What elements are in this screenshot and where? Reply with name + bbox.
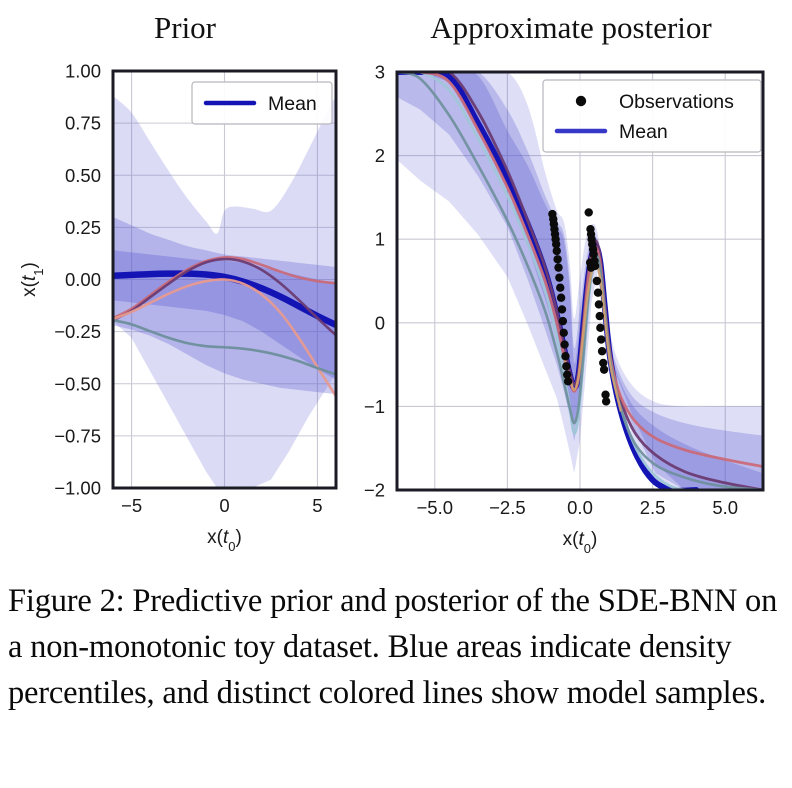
observation-dot (554, 263, 563, 272)
x-tick-label: 5.0 (712, 497, 738, 518)
legend-posterior: Observations Mean (542, 79, 762, 153)
x-tick-label: 5 (312, 495, 322, 516)
y-tick-label: −0.50 (54, 373, 101, 394)
y-tick-label: 1 (375, 229, 385, 250)
panel-title-posterior: Approximate posterior (430, 10, 712, 45)
observation-dot (556, 293, 566, 302)
observation-dot (560, 340, 569, 349)
prior-plot: −5 0 5 −1.00 −0.75 −0.50 −0.25 0.00 0.25 0.50 0.75… (19, 61, 338, 554)
y-tick-label: 1.00 (65, 61, 101, 82)
density-band-mid-percentile (397, 72, 763, 490)
legend-label: Mean (619, 121, 668, 143)
observation-dot (599, 358, 608, 368)
x-tick-label: 0 (219, 495, 229, 516)
observation-dot (551, 240, 561, 249)
observation-dot (601, 397, 611, 406)
y-tick-label: −0.25 (54, 321, 101, 342)
panel-title-prior: Prior (154, 10, 216, 45)
y-tick-label: 0.00 (65, 269, 101, 290)
observation-dot (601, 390, 610, 399)
observation-dot (584, 208, 593, 217)
legend-box (542, 79, 762, 153)
sample-curve-sample-teal (397, 72, 763, 490)
y-tick-label: 0.75 (65, 113, 101, 134)
axes-frame (395, 70, 765, 492)
observation-dot (559, 328, 568, 338)
observation-dot (552, 246, 561, 256)
panel-posterior: Approximate posterior −5.0 −2.5 0.0 2.5 5.0−… (350, 0, 792, 570)
observation-dot (597, 335, 606, 344)
observation-dot (555, 273, 564, 282)
observation-dot (563, 377, 573, 386)
y-axis-title: x(t1) (19, 262, 46, 297)
observation-dot (589, 250, 598, 259)
observation-dot (557, 305, 567, 314)
x-axis-title: x(t0) (563, 529, 598, 556)
observation-dot (592, 276, 602, 286)
y-tick-label: 3 (375, 62, 385, 83)
x-tick-label: −2.5 (489, 497, 526, 518)
observation-dot (561, 352, 570, 361)
sample-curve-sample-4 (113, 318, 336, 376)
observation-dot (553, 255, 562, 264)
panel-prior: Prior −5 0 5 −1.00 −0.75 −0.50 −0.25 0.00 0.25 0.… (0, 0, 370, 570)
figure-panels: Prior −5 0 5 −1.00 −0.75 −0.50 −0.25 0.00 0.25 0.… (0, 0, 792, 570)
observation-dot (599, 365, 609, 374)
observation-dot (595, 311, 604, 321)
observation-dot (594, 300, 604, 309)
observation-dot (563, 370, 572, 379)
y-tick-label: 2 (375, 145, 385, 166)
density-band-outer-percentile (113, 96, 336, 488)
x-tick-label: −5 (121, 495, 142, 516)
mean-curve (113, 270, 336, 329)
observation-dot (562, 362, 571, 371)
observation-dot (590, 261, 600, 271)
y-tick-label: 0.50 (65, 165, 101, 186)
sample-curve-sample-3 (113, 278, 336, 398)
density-band-outer-percentile-left (397, 72, 763, 490)
axes-frame (111, 69, 338, 490)
y-tick-label: −1 (364, 396, 385, 417)
y-tick-label: 0 (375, 312, 385, 333)
density-band-mid-percentile (113, 216, 336, 395)
legend-label: Observations (619, 91, 734, 113)
x-tick-label: 2.5 (640, 497, 666, 518)
x-axis-title: x(t0) (207, 527, 242, 554)
posterior-plot: −5.0 −2.5 0.0 2.5 5.0 −2 −1 0 1 2 3 x(t0) Observatio… (364, 62, 765, 556)
legend-prior: Mean (191, 81, 333, 125)
x-tick-label: 0.0 (567, 497, 593, 518)
sample-curve-sample-1 (113, 256, 336, 320)
observation-dot (596, 323, 605, 333)
sample-curve-sample-2 (113, 257, 336, 337)
observation-points (548, 208, 611, 406)
y-tick-label: −1.00 (54, 478, 101, 499)
x-tick-label: −5.0 (416, 497, 453, 518)
observation-dot (593, 288, 603, 297)
sample-curve-sample-tan (562, 262, 622, 412)
observation-dot (556, 283, 565, 292)
y-tick-label: −0.75 (54, 425, 101, 446)
observation-dot (597, 347, 607, 356)
legend-box (191, 81, 333, 125)
y-tick-label: 0.25 (65, 217, 101, 238)
y-tick-label: −2 (364, 480, 385, 501)
legend-label: Mean (268, 93, 317, 115)
legend-dot-swatch (575, 95, 587, 107)
observation-dot (558, 316, 568, 326)
figure-caption: Figure 2: Predictive prior and posterior… (8, 583, 778, 711)
